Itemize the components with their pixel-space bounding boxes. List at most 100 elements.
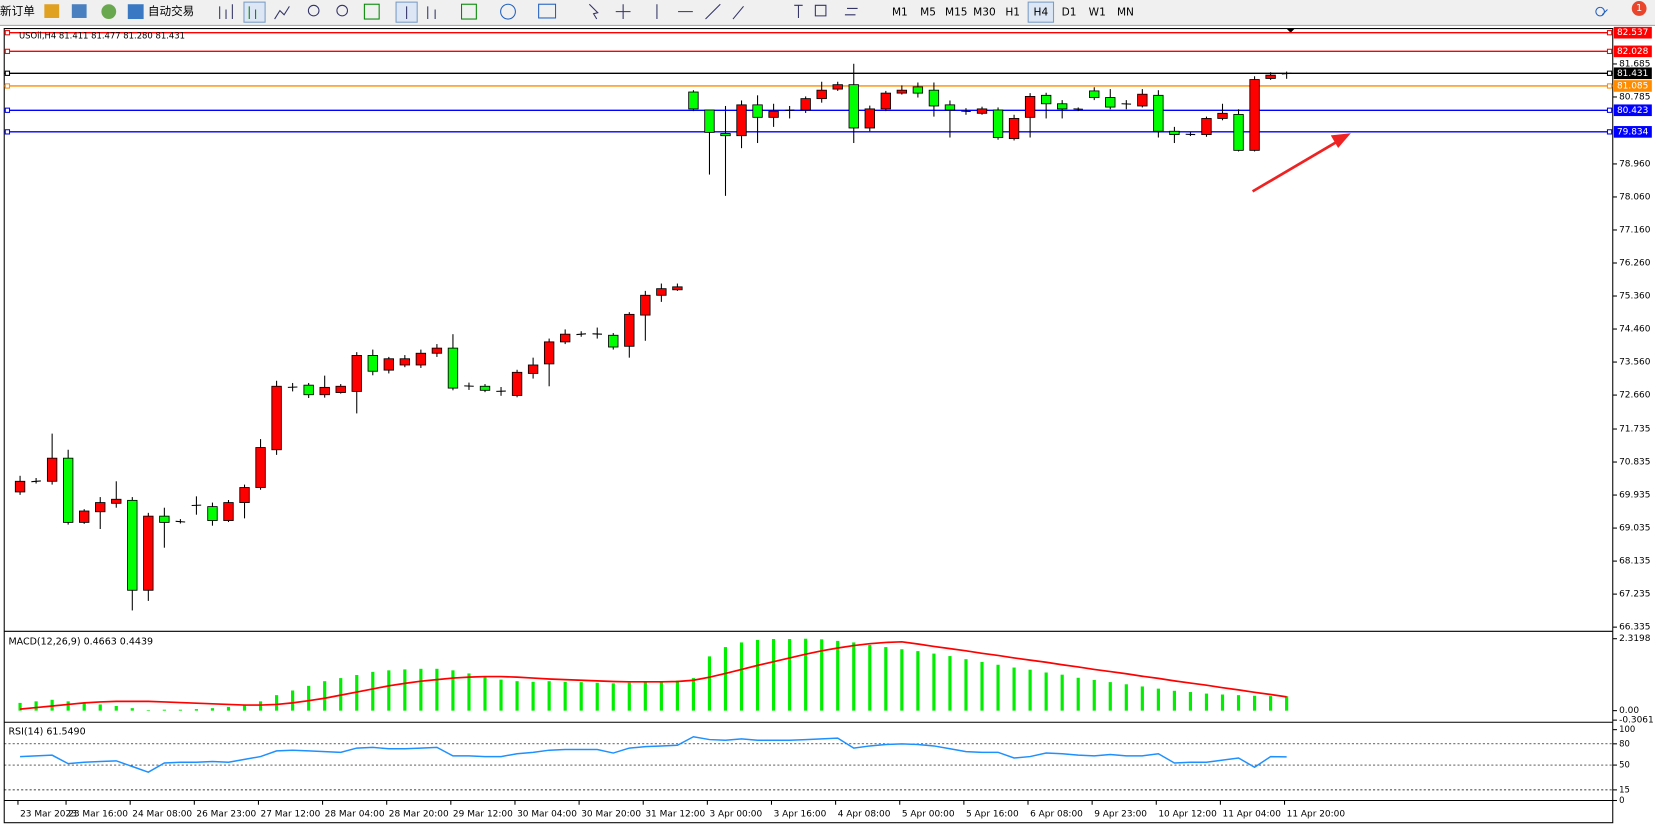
y-tick-label: 67.235 xyxy=(1619,590,1650,600)
rsi-tick-label: 50 xyxy=(1619,760,1630,770)
y-tick-label: 72.660 xyxy=(1619,391,1651,401)
macd-bar xyxy=(691,678,696,711)
candle-body xyxy=(255,447,266,488)
macd-bar xyxy=(643,682,647,711)
timeframe-button[interactable]: H4 xyxy=(1034,7,1049,19)
toolbar xyxy=(0,0,1655,26)
candle-body xyxy=(976,108,988,114)
timeframe-button[interactable]: M15 xyxy=(945,7,968,19)
candle-body xyxy=(527,364,539,374)
macd-tick-label: -0.3061 xyxy=(1619,716,1654,726)
candle-body xyxy=(880,92,891,110)
rsi-tick-label: 100 xyxy=(1619,724,1635,734)
candle-body xyxy=(1137,93,1148,107)
candle-body xyxy=(672,286,683,291)
macd-bar xyxy=(611,683,615,711)
macd-bar xyxy=(1188,692,1193,711)
candle-body xyxy=(175,520,186,523)
macd-bar xyxy=(916,651,920,711)
macd-bar xyxy=(1076,677,1080,711)
icon[interactable] xyxy=(243,1,266,23)
search-icon[interactable] xyxy=(1595,6,1608,17)
icon[interactable] xyxy=(336,4,349,17)
macd-bar xyxy=(836,640,840,711)
macd-bar xyxy=(275,695,279,711)
candle-body xyxy=(1040,94,1052,105)
line-handle xyxy=(1606,70,1613,76)
macd-bar xyxy=(1220,694,1225,711)
macd-bar xyxy=(1172,690,1176,711)
macd-label: MACD(12,26,9) 0.4663 0.4439 xyxy=(8,636,153,647)
macd-bar xyxy=(258,701,263,711)
icon[interactable] xyxy=(588,3,858,20)
timeframe-bar: M1 M5 M15 M30 H1 H4 D1 W1 MN xyxy=(892,1,1134,23)
icon[interactable] xyxy=(307,4,320,17)
candle-body xyxy=(912,86,924,94)
icon[interactable] xyxy=(406,6,436,20)
candle-body xyxy=(720,133,731,137)
timeframe-button[interactable]: M30 xyxy=(973,7,996,19)
timeframe-active xyxy=(1027,1,1055,23)
macd-bar xyxy=(755,639,760,711)
macd-signal xyxy=(19,640,1287,710)
y-tick-label: 78.060 xyxy=(1619,192,1651,202)
line-handle xyxy=(4,30,11,36)
macd-bar xyxy=(387,670,391,711)
candle-body xyxy=(1201,118,1212,136)
macd-bar xyxy=(723,647,728,711)
icon[interactable] xyxy=(461,3,477,20)
candle-body xyxy=(415,352,427,366)
timeframe-button[interactable]: M1 xyxy=(892,7,908,19)
macd-bar xyxy=(1092,679,1096,711)
y-tick-label: 68.135 xyxy=(1619,557,1650,567)
y-tick-label: 66.335 xyxy=(1619,623,1650,633)
auto-trading-button[interactable]: 自动交易 xyxy=(148,4,194,18)
timeframe-button[interactable]: H1 xyxy=(1005,7,1020,19)
icon[interactable] xyxy=(101,4,117,20)
icon[interactable] xyxy=(71,4,87,18)
macd-bar xyxy=(659,681,663,711)
macd-bar xyxy=(307,685,311,711)
line-handle xyxy=(4,107,11,113)
icon[interactable] xyxy=(500,3,516,20)
x-tick-label: 30 Mar 20:00 xyxy=(581,810,641,820)
timeframe-button[interactable]: D1 xyxy=(1062,7,1077,19)
price-label: 81.431 xyxy=(1617,69,1648,79)
candle-body xyxy=(752,104,763,118)
y-tick-label: 69.035 xyxy=(1619,524,1650,534)
macd-bar xyxy=(547,681,551,711)
macd-bar xyxy=(467,673,471,711)
candle-body xyxy=(127,499,138,591)
timeframe-button[interactable]: W1 xyxy=(1089,7,1106,19)
tool-icons xyxy=(219,1,858,23)
macd-bar xyxy=(1252,695,1257,711)
candle-body xyxy=(159,515,170,523)
icon[interactable] xyxy=(248,6,257,20)
candle-body xyxy=(479,385,491,391)
y-tick-label: 76.260 xyxy=(1619,258,1651,268)
candle-body xyxy=(559,333,571,343)
notification-badge[interactable] xyxy=(1631,1,1647,16)
icon[interactable] xyxy=(538,3,557,19)
timeframe-button[interactable]: M5 xyxy=(920,7,936,19)
macd-bar xyxy=(707,656,712,711)
new-order-button[interactable]: 新订单 xyxy=(0,4,35,18)
annotation-arrow xyxy=(1251,133,1351,193)
candle-body xyxy=(576,333,586,336)
icon[interactable] xyxy=(363,3,380,20)
macd-bar xyxy=(435,668,439,711)
candle-body xyxy=(1217,112,1228,119)
icon[interactable] xyxy=(219,4,233,20)
price-label: 81.085 xyxy=(1617,81,1648,91)
macd-bar xyxy=(900,649,904,711)
candle-body xyxy=(944,104,956,111)
icon[interactable] xyxy=(44,4,60,18)
candle-body xyxy=(303,384,314,396)
macd-bar xyxy=(1285,696,1289,711)
candle-body xyxy=(1265,74,1276,79)
timeframe-button[interactable]: MN xyxy=(1117,7,1134,19)
icon[interactable] xyxy=(274,6,290,20)
chart-title: USOil,H4 81.411 81.477 81.280 81.431 xyxy=(19,30,185,40)
auto-trading-icon[interactable] xyxy=(127,4,144,20)
macd-bar xyxy=(34,701,38,711)
